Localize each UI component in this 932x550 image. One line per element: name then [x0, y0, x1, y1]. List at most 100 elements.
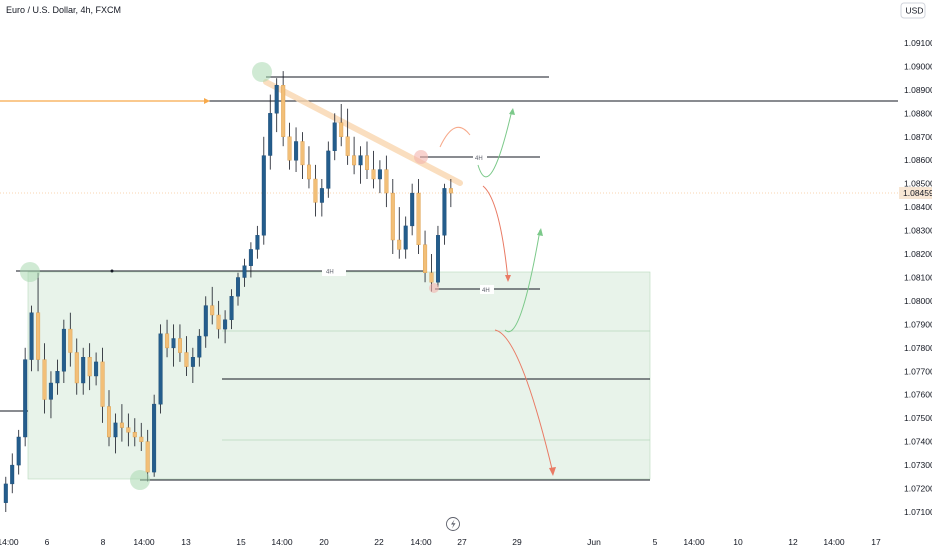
time-tick-label: 14:00 — [823, 537, 845, 547]
candle — [126, 413, 131, 447]
price-tick-label: 1.08400 — [904, 202, 932, 212]
candlestick-series — [3, 71, 453, 512]
candle — [423, 230, 428, 283]
candle — [300, 132, 305, 179]
price-axis[interactable] — [898, 0, 932, 550]
candle — [448, 179, 453, 208]
candle — [94, 352, 99, 386]
current-price-badge — [899, 187, 932, 199]
candle-body — [10, 464, 15, 485]
candle — [410, 183, 415, 236]
candle-body — [152, 403, 157, 473]
price-tick-label: 1.09000 — [904, 61, 932, 71]
candle-body — [171, 338, 176, 349]
candle — [132, 418, 137, 447]
current-price-badge-text: 1.08459 — [903, 188, 932, 198]
price-tick-label: 1.07700 — [904, 366, 932, 376]
candle — [416, 179, 421, 254]
time-tick-label: 15 — [236, 537, 246, 547]
candle-body — [255, 235, 260, 250]
time-tick-label: 12 — [788, 537, 798, 547]
price-tick-label: 1.08800 — [904, 108, 932, 118]
candle-body — [61, 328, 66, 372]
candle-body — [268, 113, 273, 156]
candle — [332, 113, 337, 161]
candle — [377, 160, 382, 194]
candle — [152, 394, 157, 477]
currency-button[interactable]: USD — [900, 2, 926, 19]
candle — [281, 71, 286, 147]
candle — [274, 78, 279, 133]
pivot-left-marker — [20, 262, 40, 282]
time-tick-label: 29 — [512, 537, 522, 547]
candle — [203, 296, 208, 348]
candle — [442, 183, 447, 245]
candle — [313, 164, 318, 217]
price-tick-label: 1.08500 — [904, 179, 932, 189]
candle-body — [365, 155, 370, 170]
projection-arrow-green-up-2 — [504, 229, 541, 333]
candle — [294, 127, 299, 172]
candle-body — [332, 122, 337, 151]
time-tick-label: 20 — [319, 537, 329, 547]
time-axis[interactable] — [0, 533, 898, 550]
candle — [184, 336, 189, 376]
time-tick-label: 8 — [101, 537, 106, 547]
candle — [100, 347, 105, 423]
candle — [29, 305, 34, 372]
candle-body — [358, 155, 363, 166]
candle-body — [371, 169, 376, 180]
label-4h-right-lower-text: 4H — [482, 288, 490, 294]
projection-arrow-red-down-2 — [494, 329, 554, 474]
candle — [145, 429, 150, 482]
candle-body — [145, 441, 150, 473]
candle — [81, 347, 86, 395]
candle — [235, 272, 240, 306]
price-tick-label: 1.07300 — [904, 460, 932, 470]
label-4h-right-lower: 4H — [480, 285, 494, 294]
candle — [287, 122, 292, 170]
lightning-icon[interactable] — [446, 517, 460, 531]
candle-body — [165, 333, 170, 349]
candle — [307, 146, 312, 189]
projection-arrow-green-up-1 — [477, 109, 513, 178]
candle-body — [339, 122, 344, 137]
candle — [261, 136, 266, 245]
candle-body — [436, 235, 441, 283]
candle — [210, 286, 215, 325]
candle — [197, 329, 202, 367]
projection-arrow-orange-up — [439, 126, 471, 148]
price-tick-label: 1.07800 — [904, 343, 932, 353]
candle — [177, 324, 182, 362]
price-tick-label: 1.07400 — [904, 437, 932, 447]
symbol-title[interactable]: Euro / U.S. Dollar, 4h, FXCM — [6, 5, 121, 15]
price-tick-label: 1.07900 — [904, 319, 932, 329]
candle-body — [448, 188, 453, 194]
candle-body — [390, 192, 395, 241]
candle-body — [384, 169, 389, 194]
candle-body — [203, 305, 208, 337]
price-tick-label: 1.08700 — [904, 132, 932, 142]
time-tick-label: 13 — [181, 537, 191, 547]
candle — [74, 338, 79, 395]
price-tick-label: 1.07600 — [904, 390, 932, 400]
price-axis-ticks: 1.09100 1.09000 1.08900 1.08800 1.08700 1.086… — [904, 38, 932, 517]
candle-body — [197, 335, 202, 358]
candle — [87, 343, 92, 391]
candle — [113, 413, 118, 454]
price-tick-label: 1.08000 — [904, 296, 932, 306]
price-tick-label: 1.07500 — [904, 413, 932, 423]
candle-body — [216, 314, 221, 330]
candle-body — [100, 361, 105, 407]
label-4h-right-upper: 4H — [473, 153, 487, 162]
mid-line-dot — [110, 269, 114, 273]
time-tick-label: 14:00 — [271, 537, 293, 547]
candle — [3, 476, 8, 512]
time-tick-label: 14:00 — [410, 537, 432, 547]
currency-button-label: USD — [906, 6, 924, 16]
candle-body — [294, 141, 299, 161]
candle-body — [261, 155, 266, 236]
candle-body — [274, 84, 279, 114]
price-tick-label: 1.08200 — [904, 249, 932, 259]
